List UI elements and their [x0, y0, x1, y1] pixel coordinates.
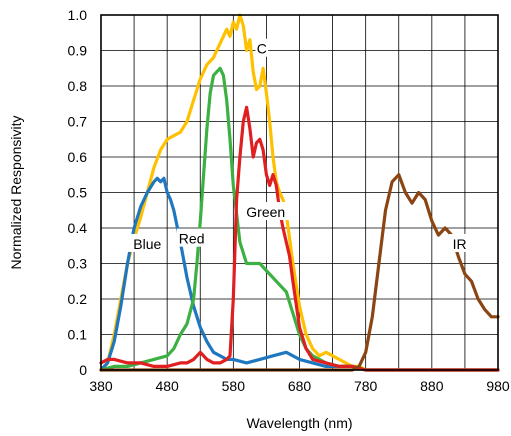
y-tick-label: 0.9 — [68, 43, 88, 59]
series-line-c — [99, 13, 500, 372]
series-label-ir: IR — [453, 236, 467, 252]
series-label-c: C — [257, 41, 267, 57]
y-axis-label: Normalized Responsivity — [8, 115, 24, 269]
y-tick-label: 0.7 — [68, 114, 88, 130]
series-label-background — [242, 202, 290, 221]
y-tick-label: 0.5 — [68, 185, 88, 201]
y-tick-label: 0 — [79, 362, 87, 378]
plot-area-frame — [100, 14, 499, 371]
y-axis-ticks: 0 0.1 0.2 0.3 0.4 0.5 0.6 0.7 0.8 0.9 1.0 — [68, 7, 88, 378]
series-labels: C Green Blue Red IR — [128, 38, 471, 252]
x-tick-label: 880 — [420, 378, 444, 394]
series-label-green: Green — [246, 204, 285, 220]
x-axis-label: Wavelength (nm) — [246, 415, 352, 431]
x-tick-label: 380 — [89, 378, 113, 394]
series-line-ir — [99, 173, 500, 372]
x-tick-label: 980 — [486, 378, 510, 394]
series-label-background — [128, 233, 167, 252]
y-tick-label: 1.0 — [68, 7, 88, 23]
x-tick-label: 580 — [222, 378, 246, 394]
y-tick-label: 0.4 — [68, 220, 88, 236]
y-tick-label: 0.6 — [68, 149, 88, 165]
series-label-background — [176, 228, 207, 247]
y-tick-label: 0.8 — [68, 78, 88, 94]
series-line-red — [99, 105, 500, 372]
series-label-red: Red — [179, 231, 205, 247]
x-axis-ticks: 380 480 580 680 780 880 980 — [89, 378, 510, 394]
series-line-blue — [99, 176, 500, 372]
y-tick-label: 0.2 — [68, 291, 88, 307]
y-tick-label: 0.3 — [68, 256, 88, 272]
series-label-background — [449, 233, 471, 252]
x-tick-label: 780 — [354, 378, 378, 394]
series-layer — [99, 13, 500, 372]
series-label-background — [255, 38, 269, 57]
x-tick-label: 680 — [288, 378, 312, 394]
y-tick-label: 0.1 — [68, 327, 88, 343]
x-tick-label: 480 — [155, 378, 179, 394]
series-label-blue: Blue — [133, 236, 161, 252]
